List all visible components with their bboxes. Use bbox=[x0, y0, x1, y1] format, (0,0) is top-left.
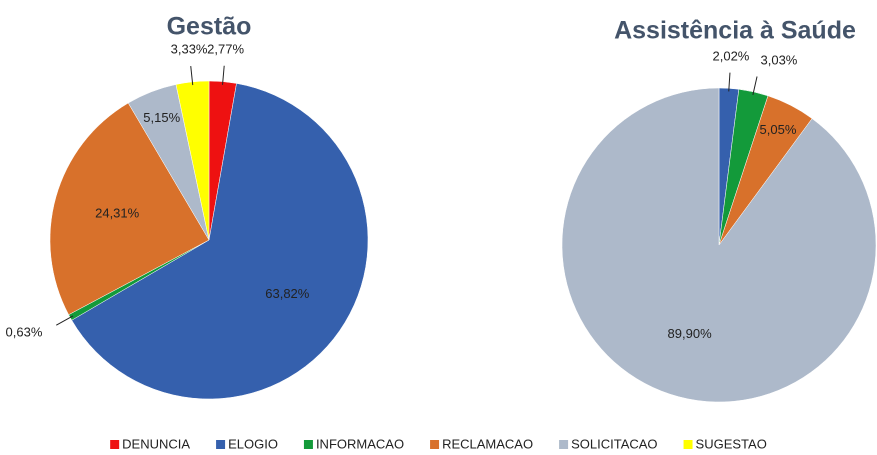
legend-swatch bbox=[559, 440, 569, 449]
legend-label: ELOGIO bbox=[228, 436, 278, 451]
data-label: 89,90% bbox=[668, 326, 713, 341]
legend-label: INFORMACAO bbox=[316, 436, 404, 451]
data-label: 2,02% bbox=[713, 48, 750, 63]
data-label: 3,03% bbox=[761, 53, 798, 68]
leader-line bbox=[190, 66, 194, 86]
leader-line bbox=[728, 72, 731, 92]
legend-swatch bbox=[110, 440, 120, 449]
pie-slice bbox=[49, 102, 210, 316]
leader-line bbox=[56, 315, 74, 326]
legend-label: SUGESTAO bbox=[696, 436, 767, 451]
legend-swatch bbox=[303, 440, 313, 449]
legend-swatch bbox=[683, 440, 693, 449]
chart-title: Gestão bbox=[167, 13, 252, 41]
leader-line bbox=[222, 65, 225, 85]
pie-slice bbox=[561, 87, 877, 403]
chart-title: Assistência à Saúde bbox=[614, 17, 856, 45]
leader-line bbox=[752, 76, 758, 96]
data-label: 5,05% bbox=[760, 122, 797, 137]
data-label: 3,33% bbox=[171, 42, 208, 57]
legend-label: SOLICITACAO bbox=[571, 436, 657, 451]
data-label: 5,15% bbox=[143, 110, 180, 125]
legend-label: RECLAMACAO bbox=[442, 436, 533, 451]
pie-slice bbox=[71, 83, 369, 400]
data-label: 63,82% bbox=[265, 286, 310, 301]
data-label: 24,31% bbox=[95, 206, 140, 221]
legend-label: DENUNCIA bbox=[122, 436, 190, 451]
data-label: 0,63% bbox=[6, 324, 43, 339]
data-label: 2,77% bbox=[207, 41, 244, 56]
legend-swatch bbox=[216, 440, 226, 449]
legend-swatch bbox=[430, 440, 440, 449]
